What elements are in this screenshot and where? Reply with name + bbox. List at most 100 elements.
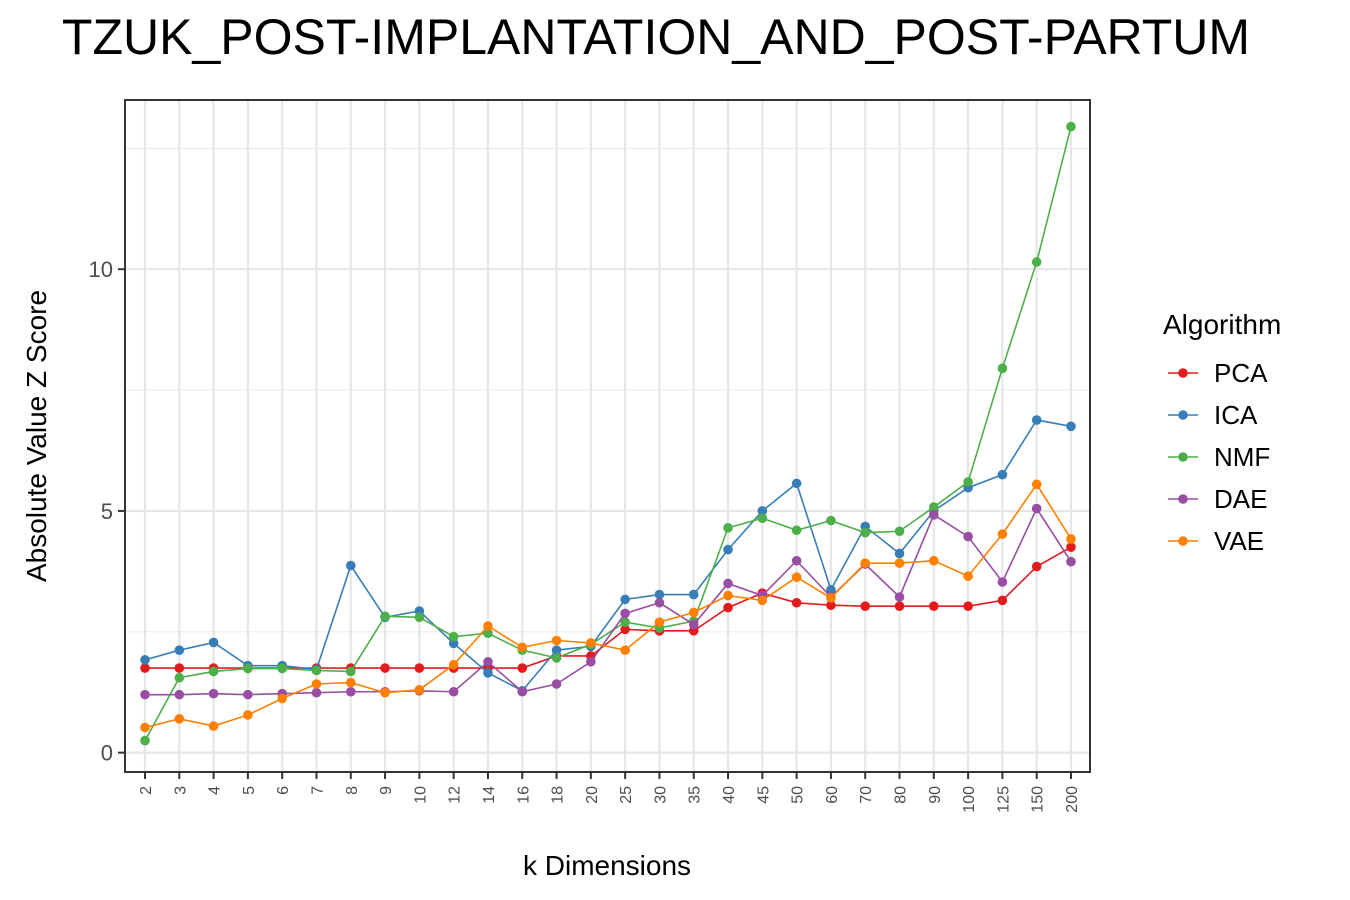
data-point: [311, 687, 322, 698]
data-point: [483, 628, 493, 639]
data-point: [620, 617, 630, 627]
data-point: [997, 469, 1008, 480]
data-point: [963, 531, 973, 542]
y-tick-label: 0: [101, 741, 113, 766]
data-point: [894, 592, 905, 602]
data-point: [791, 597, 802, 608]
data-point: [517, 663, 528, 673]
data-point: [723, 602, 733, 613]
data-point: [757, 513, 768, 523]
data-point: [1066, 421, 1076, 432]
data-point: [1066, 542, 1076, 552]
data-point: [723, 590, 733, 601]
data-point: [140, 655, 150, 665]
data-point: [620, 645, 630, 655]
legend-item-pca: PCA: [1168, 358, 1268, 388]
legend-key-point: [1178, 410, 1188, 420]
x-tick-label: 6: [275, 786, 292, 795]
legend-item-dae: DAE: [1168, 484, 1267, 514]
data-point: [860, 527, 871, 538]
legend: Algorithm PCA ICA NMF DAE VAE: [1163, 309, 1281, 556]
data-point: [414, 612, 425, 623]
legend-title: Algorithm: [1163, 309, 1281, 340]
legend-key-point: [1178, 536, 1188, 546]
data-point: [860, 558, 871, 568]
data-point: [791, 555, 802, 566]
data-point: [140, 722, 150, 733]
x-tick-label: 125: [995, 786, 1012, 813]
data-point: [483, 621, 493, 631]
data-point: [688, 619, 699, 630]
data-point: [174, 714, 185, 724]
data-point: [311, 679, 322, 689]
data-point: [894, 558, 905, 568]
x-tick-label: 2: [138, 786, 155, 795]
x-tick-label: 14: [481, 786, 498, 804]
legend-label: VAE: [1214, 526, 1264, 556]
data-point: [483, 668, 493, 678]
x-tick-label: 70: [858, 786, 875, 804]
data-point: [826, 600, 836, 611]
data-point: [688, 589, 699, 600]
data-point: [963, 477, 973, 487]
x-tick-label: 8: [344, 786, 361, 795]
data-point: [174, 645, 185, 655]
data-point: [894, 601, 905, 611]
data-point: [448, 638, 459, 649]
data-point: [243, 663, 253, 674]
data-point: [791, 572, 802, 582]
y-tick-label: 10: [89, 257, 113, 282]
legend-key-point: [1178, 494, 1188, 504]
data-point: [414, 663, 425, 673]
data-point: [997, 577, 1008, 587]
series-vae: [140, 479, 1076, 733]
series-nmf: [140, 121, 1076, 746]
data-point: [243, 710, 253, 720]
x-tick-label: 4: [207, 786, 224, 795]
x-tick-label: 20: [584, 786, 601, 804]
data-point: [1031, 257, 1042, 267]
legend-key-point: [1178, 452, 1188, 462]
data-point: [551, 679, 562, 689]
legend-label: DAE: [1214, 484, 1267, 514]
data-point: [448, 659, 459, 670]
y-tick-label: 5: [101, 499, 113, 524]
x-tick-label: 10: [412, 786, 429, 804]
data-point: [654, 617, 665, 627]
data-point: [1066, 534, 1076, 544]
data-point: [174, 663, 185, 673]
data-point: [1031, 503, 1042, 514]
series-line: [145, 506, 1072, 696]
data-point: [551, 635, 562, 646]
series-ica: [140, 415, 1076, 696]
x-tick-label: 150: [1030, 786, 1047, 813]
data-point: [517, 642, 528, 653]
data-point: [620, 608, 630, 619]
data-point: [723, 544, 733, 555]
data-point: [894, 548, 905, 559]
y-axis: 0 5 10: [89, 257, 125, 766]
x-tick-label: 50: [790, 786, 807, 804]
series-dae: [140, 503, 1076, 700]
data-point: [963, 571, 973, 582]
data-point: [1031, 415, 1042, 425]
data-point: [723, 523, 733, 533]
x-tick-label: 9: [378, 786, 395, 795]
data-point: [826, 593, 836, 603]
series-line: [144, 482, 1072, 729]
data-point: [551, 645, 562, 655]
data-point: [929, 601, 939, 611]
data-point: [929, 555, 939, 566]
data-point: [174, 672, 185, 683]
data-point: [243, 689, 253, 700]
legend-label: NMF: [1214, 442, 1270, 472]
x-tick-label: 16: [515, 786, 532, 804]
x-tick-label: 3: [172, 786, 189, 795]
data-point: [586, 656, 596, 667]
data-point: [208, 688, 219, 699]
data-point: [929, 510, 939, 520]
data-point: [997, 595, 1008, 606]
legend-label: ICA: [1214, 400, 1258, 430]
data-point: [826, 584, 836, 595]
